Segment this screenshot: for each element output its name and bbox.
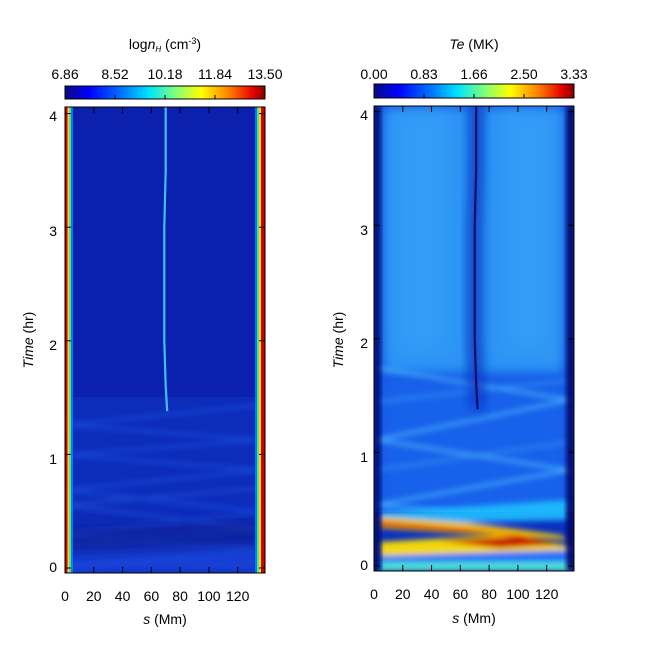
- temperature-panel: Te (MK) 0.00 0.83 1.66 2.50 3.33: [330, 36, 588, 626]
- density-colorbar-tick-labels: 6.86 8.52 10.18 11.84 13.50: [51, 66, 282, 82]
- density-x-tick-label: 40: [115, 588, 131, 604]
- temperature-colorbar-tick: 3.33: [560, 66, 587, 82]
- density-x-tick-label: 60: [144, 588, 160, 604]
- density-x-tick-label: 80: [172, 588, 188, 604]
- density-y-tick-label: 3: [49, 223, 57, 239]
- density-y-tick-label: 2: [49, 337, 57, 353]
- temperature-x-axis-label: s (Mm): [452, 610, 496, 626]
- density-y-axis-label: Time (hr): [20, 312, 36, 369]
- density-condensation-track: [163, 107, 169, 412]
- temperature-y-axis-label: Time (hr): [330, 312, 346, 369]
- density-plot-frame: [64, 106, 266, 574]
- temperature-colorbar-tick: 0.00: [360, 66, 387, 82]
- temperature-colorbar-tick: 1.66: [460, 66, 487, 82]
- temperature-axis-ticks: [373, 106, 574, 571]
- density-y-tick-label: 4: [49, 108, 57, 124]
- density-x-tick-label: 20: [86, 588, 102, 604]
- density-colorbar-tick: 10.18: [147, 66, 182, 82]
- density-colorbar-tick: 11.84: [198, 66, 232, 82]
- density-colorbar-title: lognH (cm-3): [129, 36, 201, 54]
- temperature-x-tick-label: 100: [506, 586, 530, 602]
- temperature-x-tick-label: 80: [481, 586, 497, 602]
- density-x-tick-label: 120: [226, 588, 250, 604]
- density-colorbar-ticks: [114, 95, 216, 99]
- temperature-x-tick-labels: 0 20 40 60 80 100 120: [370, 586, 558, 602]
- temperature-colorbar-tick-labels: 0.00 0.83 1.66 2.50 3.33: [360, 66, 587, 82]
- temperature-y-tick-label: 1: [360, 449, 368, 465]
- density-x-tick-labels: 0 20 40 60 80 100 120: [61, 588, 249, 604]
- temperature-y-tick-label: 4: [360, 107, 368, 123]
- temperature-condensation-track: [473, 106, 479, 410]
- temperature-y-tick-labels: 0 1 2 3 4: [360, 107, 368, 573]
- temperature-colorbar-title: Te (MK): [449, 36, 498, 52]
- temperature-colorbar-ticks: [423, 94, 525, 98]
- density-y-tick-label: 1: [49, 451, 57, 467]
- density-colorbar-tick: 6.86: [51, 66, 78, 82]
- temperature-x-tick-label: 40: [424, 586, 440, 602]
- temperature-colorbar-tick: 2.50: [510, 66, 537, 82]
- temperature-y-tick-label: 3: [360, 222, 368, 238]
- density-x-tick-label: 100: [197, 588, 221, 604]
- temperature-x-tick-label: 60: [453, 586, 469, 602]
- density-y-tick-labels: 0 1 2 3 4: [49, 108, 57, 575]
- temperature-y-tick-label: 2: [360, 335, 368, 351]
- density-colorbar-tick: 13.50: [247, 66, 282, 82]
- density-y-tick-label: 0: [49, 559, 57, 575]
- temperature-y-tick-label: 0: [360, 557, 368, 573]
- temperature-x-tick-label: 120: [535, 586, 559, 602]
- temperature-colorbar-tick: 0.83: [410, 66, 437, 82]
- density-colorbar-tick: 8.52: [101, 66, 128, 82]
- density-panel: lognH (cm-3) 6.86 8.52 10.18 11.84 13.50: [20, 36, 283, 627]
- density-x-tick-label: 0: [61, 588, 69, 604]
- temperature-x-tick-label: 20: [395, 586, 411, 602]
- temperature-x-tick-label: 0: [370, 586, 378, 602]
- density-axis-ticks: [64, 107, 265, 573]
- density-x-axis-label: s (Mm): [143, 611, 187, 627]
